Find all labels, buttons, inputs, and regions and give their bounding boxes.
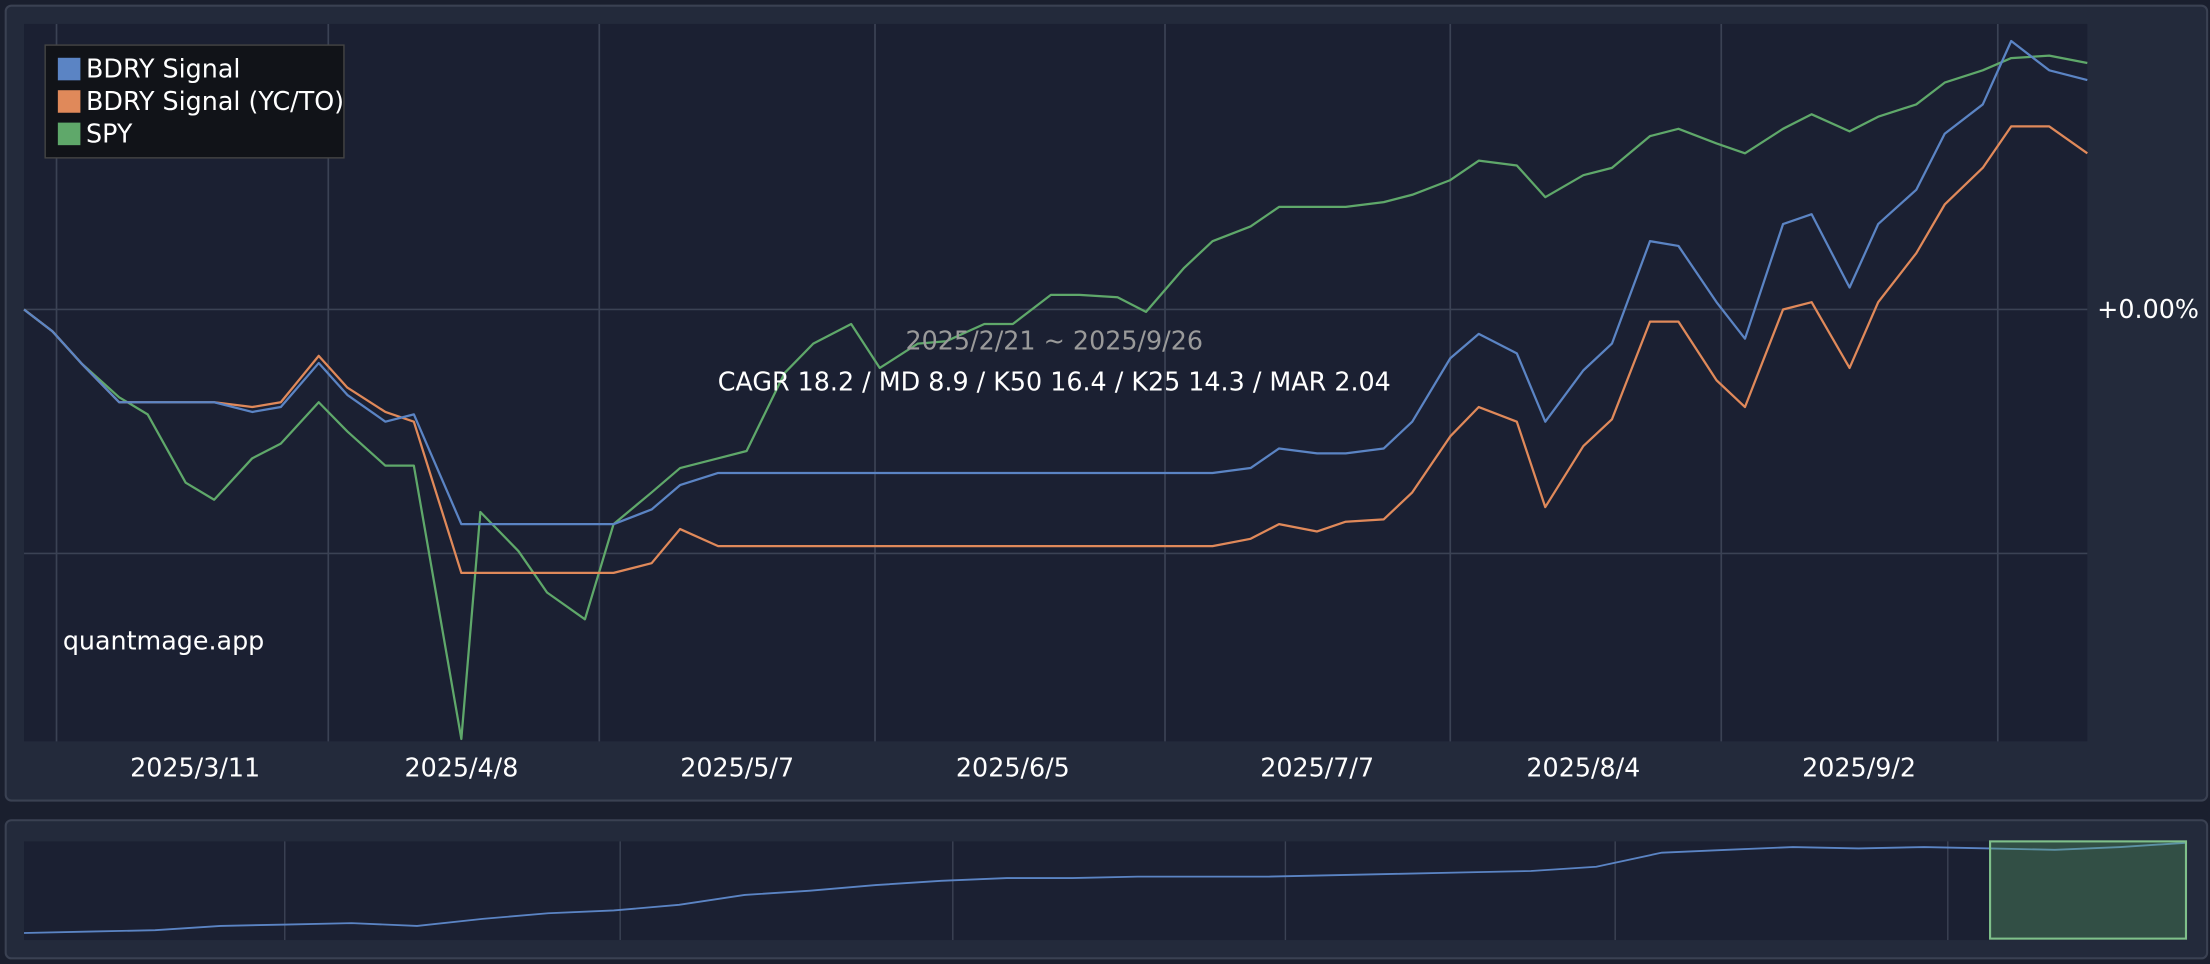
x-tick-label: 2025/9/2 bbox=[1802, 753, 1916, 783]
navigator-selection[interactable] bbox=[1989, 840, 2188, 940]
plot-area bbox=[24, 23, 2088, 742]
series-line bbox=[23, 125, 2088, 575]
legend bbox=[44, 44, 345, 159]
legend-label: BDRY Signal (YC/TO) bbox=[86, 86, 344, 116]
navigator-area bbox=[24, 841, 2186, 941]
navigator-line bbox=[24, 841, 2187, 934]
x-tick-label: 2025/3/11 bbox=[130, 753, 260, 783]
x-tick-label: 2025/6/5 bbox=[956, 753, 1070, 783]
legend-label: BDRY Signal bbox=[86, 53, 240, 83]
lines bbox=[23, 39, 2088, 741]
y-tick-label: +0.00% bbox=[2097, 294, 2199, 324]
navigator-grid bbox=[284, 841, 1949, 941]
x-tick-label: 2025/5/7 bbox=[680, 753, 794, 783]
date-range: 2025/2/21 ~ 2025/9/26 bbox=[906, 325, 1203, 355]
legend-label: SPY bbox=[86, 118, 133, 148]
legend-swatch bbox=[57, 122, 81, 146]
x-tick-label: 2025/7/7 bbox=[1260, 753, 1374, 783]
legend-swatch bbox=[57, 57, 81, 81]
x-tick-label: 2025/4/8 bbox=[404, 753, 518, 783]
legend-swatch bbox=[57, 90, 81, 113]
series-line bbox=[23, 39, 2088, 526]
series-line bbox=[23, 54, 2088, 741]
stats: CAGR 18.2 / MD 8.9 / K50 16.4 / K25 14.3… bbox=[718, 366, 1391, 396]
x-tick-label: 2025/8/4 bbox=[1526, 753, 1640, 783]
watermark: quantmage.app bbox=[63, 626, 264, 656]
